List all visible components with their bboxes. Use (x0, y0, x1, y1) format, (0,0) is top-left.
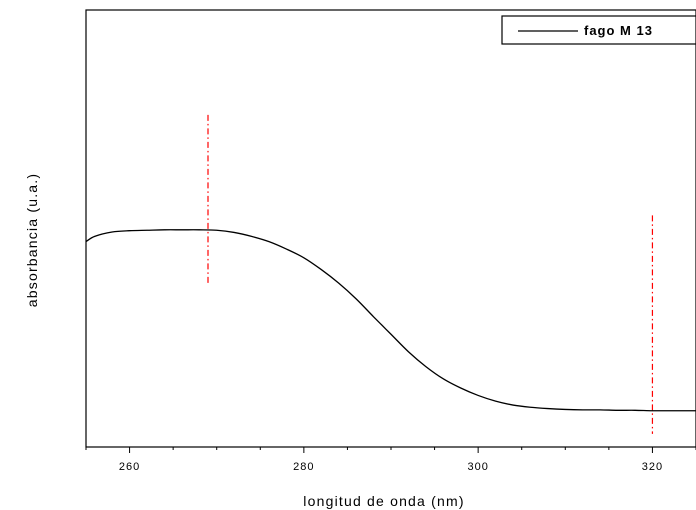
x-tick-label: 320 (642, 461, 663, 473)
y-axis-title: absorbancia (u.a.) (24, 173, 40, 307)
x-tick-label: 260 (119, 461, 140, 473)
series-line (85, 229, 696, 412)
x-axis-title: longitud de onda (nm) (303, 493, 464, 509)
reference-markers (207, 114, 654, 434)
x-tick-label: 300 (467, 461, 488, 473)
plot-frame (85, 9, 696, 448)
legend-box (501, 15, 696, 45)
x-axis-ticks: 260 280 300 320 (85, 447, 696, 473)
legend: fago M 13 (501, 15, 696, 45)
series-layer (85, 229, 696, 412)
x-tick-label: 280 (293, 461, 314, 473)
legend-label: fago M 13 (584, 23, 653, 38)
